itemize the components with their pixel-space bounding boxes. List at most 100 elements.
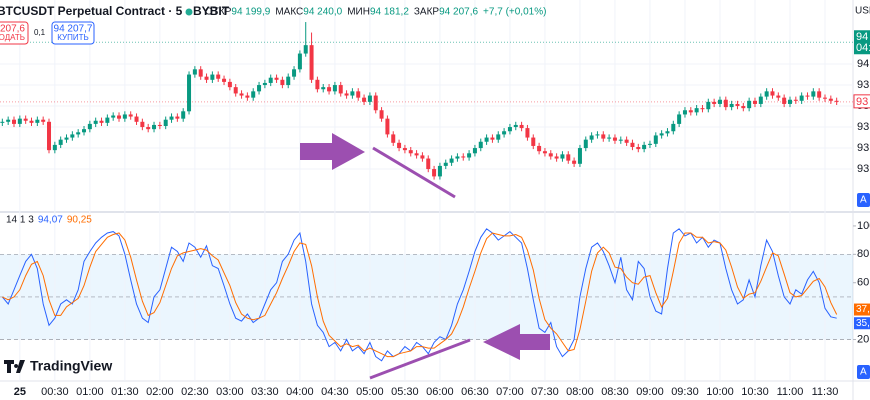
header-text: ЗАКР [414, 7, 440, 18]
candle-body [519, 124, 524, 129]
candle-body [583, 139, 588, 149]
candle-body [402, 148, 407, 151]
candle-body [496, 134, 501, 140]
buy-button[interactable] [51, 21, 95, 45]
header-text: +7,7 (+0,01%) [483, 7, 546, 18]
candle-body [805, 95, 810, 97]
candle-body [257, 85, 262, 92]
candle-body [642, 144, 647, 150]
candle-body [233, 87, 238, 94]
candle-body [87, 123, 92, 130]
y-tick-label: 93 0 [857, 163, 870, 175]
candle-body [192, 69, 197, 75]
candle-body [624, 139, 629, 143]
candle-body [741, 106, 746, 109]
candle-body [210, 74, 215, 80]
candle-body [589, 135, 594, 140]
candle-body [443, 162, 448, 166]
header-text: 94 181,2 [370, 7, 409, 18]
candle-body [181, 111, 186, 119]
y-tick-label: 100,0 [857, 220, 870, 232]
x-tick-label: 00:30 [41, 386, 69, 398]
candle-body [0, 121, 5, 123]
x-tick-label: 11:30 [812, 386, 839, 398]
candle-body [461, 156, 466, 158]
candle-body [128, 114, 133, 117]
candle-body [47, 121, 52, 151]
candle-body [618, 139, 623, 141]
y-tick-label: 93 2 [857, 142, 870, 154]
candle-body [542, 151, 547, 154]
arrow [300, 133, 365, 170]
y-tick-label: 94 0 [857, 58, 870, 70]
candle-body [297, 53, 302, 70]
x-tick-label: 25 [14, 386, 26, 398]
candle-body [274, 77, 279, 80]
candle-body [472, 148, 477, 154]
logo-icon [4, 360, 25, 373]
auto-scale-button[interactable] [857, 365, 870, 379]
candle-body [251, 91, 256, 98]
candle-body [560, 154, 565, 159]
candle-body [502, 131, 507, 135]
symbol: BTCUSDT Perpetual Contract · 5 · BYBIT [0, 4, 230, 18]
x-tick-label: 10:30 [741, 386, 769, 398]
candle-body [566, 154, 571, 161]
candle-body [262, 82, 267, 86]
candle-body [338, 85, 343, 94]
candle-body [513, 124, 518, 128]
last-value-label: 37,6 [856, 304, 870, 315]
x-tick-label: 08:00 [566, 386, 594, 398]
current-price [854, 30, 870, 44]
x-tick-label: 11:00 [777, 386, 804, 398]
candle-body [537, 145, 542, 152]
buy-price: 94 207,7 [54, 24, 93, 35]
x-tick-label: 09:00 [636, 386, 664, 398]
candle-body [723, 99, 728, 108]
candle-body [245, 95, 250, 98]
candle-body [216, 74, 221, 79]
candle-body [577, 148, 582, 164]
candle-body [397, 142, 402, 149]
candle-body [321, 87, 326, 90]
candle-body [525, 128, 530, 138]
candle-body [822, 97, 827, 99]
oscillator-line [2, 232, 838, 358]
x-tick-label: 07:30 [531, 386, 559, 398]
candle-body [303, 45, 308, 54]
candle-body [344, 93, 349, 96]
candle-body [706, 101, 711, 110]
x-tick-label: 04:30 [321, 386, 349, 398]
auto-scale-button[interactable] [857, 193, 870, 207]
annotations [300, 133, 550, 380]
candle-body [157, 124, 162, 126]
header-text: МАКС [275, 7, 303, 18]
candle-body [735, 103, 740, 107]
candle-body [286, 76, 291, 86]
candle-body [420, 155, 425, 159]
candle-body [134, 116, 139, 122]
candle-body [292, 69, 297, 77]
candle-body [332, 85, 337, 92]
candle-body [70, 134, 75, 138]
header-text: 94 240,0 [303, 7, 342, 18]
candle-body [140, 121, 145, 128]
x-tick-label: 08:30 [601, 386, 629, 398]
candle-body [572, 160, 577, 164]
y-tick-label: 93 4 [857, 121, 870, 133]
candle-body [204, 76, 209, 80]
x-tick-label: 01:00 [76, 386, 104, 398]
candle-body [799, 95, 804, 101]
candle-body [764, 91, 769, 97]
header-text: 94 207,6 [439, 7, 478, 18]
y-tick-label: 60,0 [857, 277, 870, 289]
y-tick-label: 20,0 [857, 333, 870, 345]
logo-text: TradingView [30, 358, 112, 374]
candle-body [712, 101, 717, 104]
candle-body [449, 158, 454, 163]
sell-button[interactable] [0, 21, 29, 45]
trend-line [372, 146, 456, 199]
logo: TradingView [4, 358, 112, 374]
candle-body [817, 91, 822, 98]
candle-body [787, 99, 792, 104]
